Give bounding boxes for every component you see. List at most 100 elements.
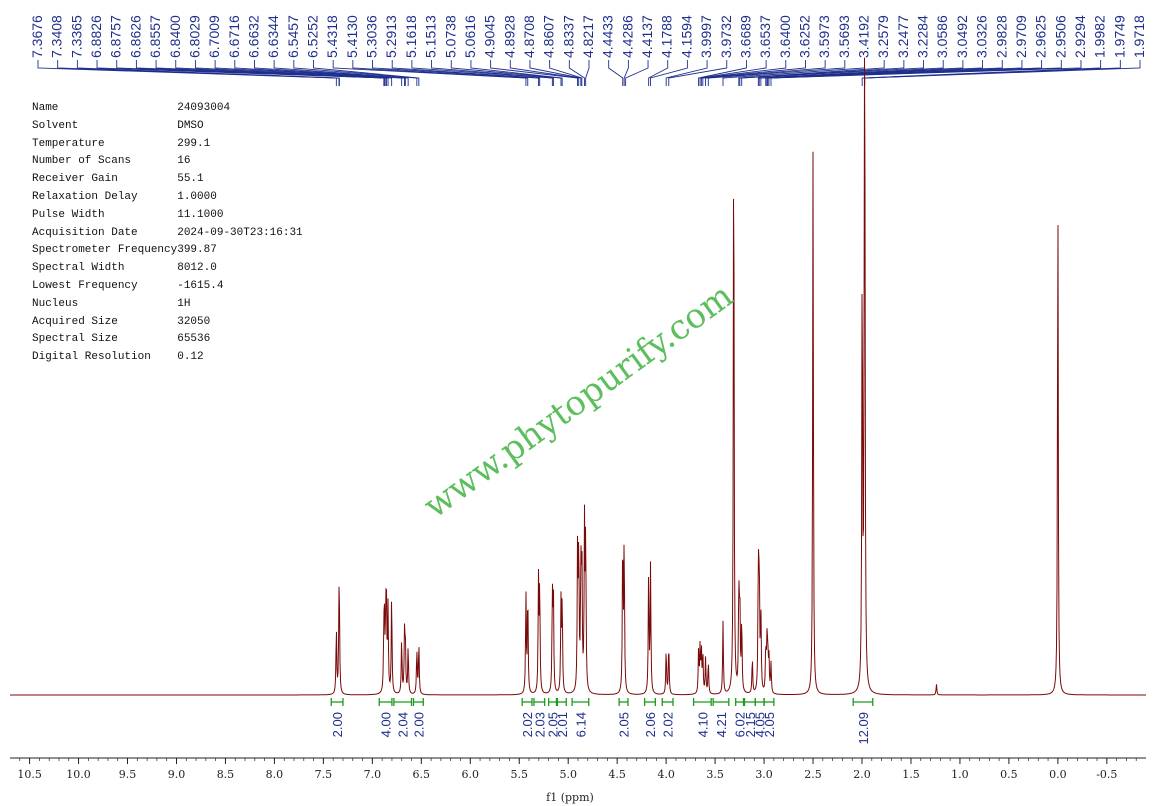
x-tick-label: 3.0 (755, 768, 773, 781)
peak-label-layer: 7.3676 7.3408 7.3365 6.8826 6.8757 6.8626 6.85… (29, 15, 1147, 86)
peak-label: 3.5693 (707, 15, 852, 86)
peak-label: 6.8029 (186, 15, 393, 86)
x-tick-label: 2.0 (853, 768, 871, 781)
x-axis: 10.5 10.0 9.5 9.0 8.5 8.0 7.5 7.0 6.5 6.0 5.5 5.0 4.… (10, 757, 1146, 781)
parameter-value: 1.0000 (177, 190, 217, 203)
x-tick-label: 2.5 (804, 768, 822, 781)
peak-leader-line (470, 60, 563, 86)
peak-leader-line (273, 60, 409, 86)
parameter-row: Name 24093004 (32, 100, 303, 118)
parameter-value: 24093004 (177, 102, 231, 114)
parameter-row: Number of Scans 16 (32, 153, 303, 171)
integral-value: 2.02 (661, 712, 676, 737)
peak-label-text: 4.8928 (501, 15, 517, 58)
parameter-value: 32050 (177, 315, 211, 328)
integral: 2.02 (661, 698, 676, 737)
integral: 2.05 (546, 698, 561, 737)
peak-label: 3.5973 (705, 15, 832, 86)
peak-label: 3.6689 (698, 15, 753, 86)
parameter-value: 0.12 (177, 351, 204, 364)
x-tick-label: 5.0 (559, 768, 577, 781)
peak-label: 6.8400 (167, 15, 389, 86)
integral-value: 2.03 (532, 712, 547, 737)
peak-leader-line (175, 60, 389, 86)
peak-leader-line (698, 60, 747, 86)
peak-label-text: 5.4318 (324, 15, 340, 58)
peak-label-text: 4.1594 (678, 15, 694, 58)
x-tick-label: 9.0 (168, 768, 186, 781)
peak-leader-line (194, 60, 393, 86)
spectrum-trace (10, 57, 1146, 696)
parameter-key: Nucleus (32, 297, 79, 310)
peak-label-text: 4.8708 (521, 15, 537, 58)
peak-leader-line (254, 60, 406, 86)
peak-label-text: 3.0586 (934, 15, 950, 58)
peak-label-text: 3.9732 (718, 15, 734, 58)
parameter-key: Temperature (32, 137, 105, 150)
peak-label: 6.8557 (147, 15, 387, 86)
x-tick-label: 4.0 (657, 768, 675, 781)
peak-leader-line (608, 60, 624, 86)
integral: 4.10 (692, 698, 712, 737)
peak-label-text: 3.6537 (757, 15, 773, 58)
peak-label: 4.4286 (619, 15, 635, 86)
peak-leader-line (625, 60, 649, 86)
peak-label-text: 3.0492 (954, 15, 970, 58)
integral: 4.05 (753, 698, 768, 737)
integral-value: 6.02 (733, 712, 748, 737)
peak-label-text: 4.4286 (619, 15, 635, 58)
peak-label-text: 1.9718 (1131, 15, 1147, 58)
parameter-row: Temperature 299.1 (32, 136, 303, 154)
peak-leader-line (668, 60, 728, 86)
x-tick-label: 9.5 (119, 768, 137, 781)
x-tick-label: 3.5 (706, 768, 724, 781)
peak-label: 6.5457 (285, 15, 418, 86)
peak-label-text: 3.6252 (796, 15, 812, 58)
peak-label-text: 7.3676 (29, 15, 45, 58)
peak-leader-line (650, 60, 688, 86)
integral-value: 2.00 (411, 712, 426, 737)
peak-label-text: 3.2284 (915, 15, 931, 58)
peak-label: 4.4433 (600, 15, 624, 86)
peak-leader-line (699, 60, 767, 86)
peak-leader-line (549, 60, 583, 86)
parameter-row: Pulse Width 11.1000 (32, 207, 303, 225)
peak-label-text: 5.4130 (344, 15, 360, 58)
parameter-key: Spectrometer Frequency (32, 244, 178, 257)
integral-value: 4.00 (379, 712, 394, 737)
integral-value: 4.21 (714, 712, 729, 737)
peak-leader-line (332, 60, 527, 86)
peak-label-text: 6.6632 (245, 15, 261, 58)
peak-label: 4.8337 (560, 15, 585, 86)
integral-value: 2.00 (330, 712, 345, 737)
peak-label: 5.1618 (403, 15, 553, 86)
peak-label: 3.9997 (665, 15, 714, 86)
peak-leader-line (760, 60, 984, 86)
parameter-key: Relaxation Delay (32, 190, 138, 203)
parameter-value: DMSO (177, 119, 204, 132)
parameter-value: 11.1000 (177, 208, 224, 221)
peak-label-text: 4.8337 (560, 15, 576, 58)
peak-label: 6.6716 (226, 15, 405, 86)
integral-value: 4.10 (695, 712, 710, 737)
parameter-key: Digital Resolution (32, 351, 151, 364)
peak-label-text: 2.9709 (1013, 15, 1029, 58)
x-tick-label: 1.0 (951, 768, 969, 781)
acquisition-parameters: Name 24093004 Solvent DMSO Temperature 299.1 N… (32, 100, 303, 367)
peak-leader-line (391, 60, 541, 86)
peak-label: 5.3036 (364, 15, 539, 86)
integral: 2.06 (643, 698, 658, 737)
integral: 2.05 (762, 698, 777, 737)
peak-leader-line (758, 60, 964, 86)
integral: 4.00 (378, 698, 394, 737)
x-tick-label: -0.5 (1096, 768, 1117, 781)
x-tick-label: 10.5 (17, 768, 42, 781)
peak-leader-line (757, 60, 944, 86)
peak-label-text: 6.7009 (206, 15, 222, 58)
parameter-value: 8012.0 (177, 262, 217, 275)
parameter-key: Acquisition Date (32, 226, 138, 239)
peak-label: 6.7009 (206, 15, 403, 86)
peak-label-text: 6.8826 (88, 15, 104, 58)
peak-label-text: 3.0326 (974, 15, 990, 58)
